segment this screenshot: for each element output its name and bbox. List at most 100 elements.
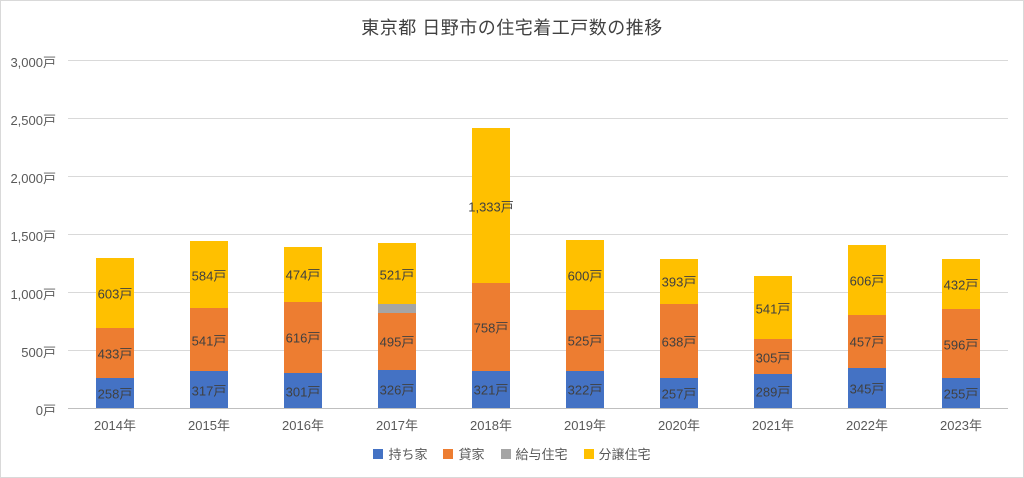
legend-label: 分譲住宅 [598,447,651,462]
y-axis-tick-label: 0戸 [35,403,56,418]
bar-segment: 638戸 [660,304,698,379]
bar-segment: 541戸 [754,276,792,340]
bar-segment: 1,333戸 [468,128,514,283]
data-label: 758戸 [473,320,509,336]
data-label: 345戸 [849,381,885,397]
bar-segment: 301戸 [284,373,322,408]
data-label: 326戸 [379,382,415,398]
legend-swatch-icon [583,448,594,459]
bar-segment [378,303,416,313]
legend-item: 貸家 [443,444,485,463]
x-axis-tick-label: 2018年 [470,418,512,433]
y-axis-tick-label: 2,500戸 [10,113,56,128]
data-label: 495戸 [379,334,415,350]
data-label: 1,333戸 [468,199,514,215]
data-label: 616戸 [285,330,321,346]
data-label: 432戸 [943,277,979,293]
bar-segment: 257戸 [660,378,698,408]
bar-stack: 345戸 457戸 606戸 [848,244,886,408]
bar-segment: 603戸 [96,257,134,328]
bar-stack: 301戸 616戸 474戸 [284,246,322,408]
y-axis-tick-label: 1,000戸 [10,287,56,302]
bar-stack: 257戸 638戸 393戸 [660,258,698,408]
gridline [68,118,1008,119]
chart-title: 東京都 日野市の住宅着工戸数の推移 [361,18,663,38]
data-label: 393戸 [661,274,697,290]
bar-segment: 317戸 [190,371,228,408]
bar-segment: 474戸 [284,246,322,302]
legend-item: 分譲住宅 [583,444,651,463]
bar-segment: 433戸 [96,327,134,379]
gridline [68,234,1008,235]
bar-stack: 321戸 758戸 1,333戸 [468,128,514,408]
gridline [68,176,1008,177]
x-axis-tick-label: 2021年 [752,418,794,433]
data-label: 305戸 [755,350,791,366]
bar-stack: 322戸 525戸 600戸 [566,240,604,408]
gridline [68,350,1008,351]
data-label: 596戸 [943,337,979,353]
x-axis-tick-label: 2015年 [188,418,230,433]
data-label: 255戸 [943,386,979,402]
data-label: 584戸 [191,268,227,284]
legend-label: 貸家 [458,447,485,462]
bar-stack: 326戸 495戸 521戸 [378,243,416,408]
bar-segment: 616戸 [284,301,322,374]
bar-segment: 305戸 [754,339,792,375]
data-label: 541戸 [191,333,227,349]
data-label: 258戸 [97,386,133,402]
bar-segment: 345戸 [848,367,886,408]
data-label: 257戸 [661,386,697,402]
bar-segment: 758戸 [472,282,510,371]
data-label: 603戸 [97,286,133,302]
data-label: 525戸 [567,333,603,349]
data-label: 606戸 [849,273,885,289]
legend: 持ち家 貸家 給与住宅 分譲住宅 [1,444,1023,463]
data-label: 600戸 [567,268,603,284]
x-axis-tick-label: 2022年 [846,418,888,433]
legend-swatch-icon [373,448,384,459]
data-label: 521戸 [379,267,415,282]
x-axis-tick-label: 2017年 [376,418,418,433]
bar-stack: 289戸 305戸 541戸 [754,276,792,408]
x-axis-tick-label: 2023年 [940,418,982,433]
y-axis-tick-label: 2,000戸 [10,171,56,186]
bar-segment: 322戸 [566,370,604,408]
bar-segment: 596戸 [942,309,980,379]
x-axis-tick-label: 2014年 [94,418,136,433]
data-label: 317戸 [191,383,227,399]
legend-item: 給与住宅 [500,444,568,463]
data-label: 457戸 [849,334,885,350]
legend-swatch-icon [443,448,454,459]
x-axis-tick-label: 2016年 [282,418,324,433]
bar-segment: 521戸 [378,243,416,304]
bar-segment: 525戸 [566,309,604,371]
x-axis-tick-label: 2019年 [564,418,606,433]
bar-segment: 541戸 [190,308,228,372]
bar-segment: 584戸 [190,240,228,309]
gridline [68,60,1008,61]
x-axis-line [68,408,1008,409]
bar-segment: 495戸 [378,312,416,371]
y-axis: 0戸 500戸 1,000戸 1,500戸 2,000戸 2,500戸 3,000戸 [1,55,56,418]
bar-segment: 393戸 [660,258,698,305]
legend-item: 持ち家 [373,444,427,463]
bar-segment: 457戸 [848,314,886,368]
data-label: 321戸 [473,382,509,398]
data-label: 301戸 [285,384,321,400]
y-axis-tick-label: 1,500戸 [10,229,56,244]
bar-segment: 432戸 [942,259,980,310]
y-axis-tick-label: 500戸 [21,345,56,360]
x-axis-tick-label: 2020年 [658,418,700,433]
bar-segment: 600戸 [566,240,604,310]
plot-area: 258戸 433戸 603戸 317戸 541戸 584戸 301戸 616戸 474戸 326戸… [68,60,1008,409]
bar-stack: 317戸 541戸 584戸 [190,240,228,408]
data-label: 541戸 [755,301,791,317]
data-label: 638戸 [661,334,697,350]
bar-segment: 258戸 [96,378,134,408]
data-label: 322戸 [567,382,603,398]
bar-stack: 255戸 596戸 432戸 [942,259,980,408]
y-axis-tick-label: 3,000戸 [10,55,56,70]
legend-label: 持ち家 [388,447,428,462]
